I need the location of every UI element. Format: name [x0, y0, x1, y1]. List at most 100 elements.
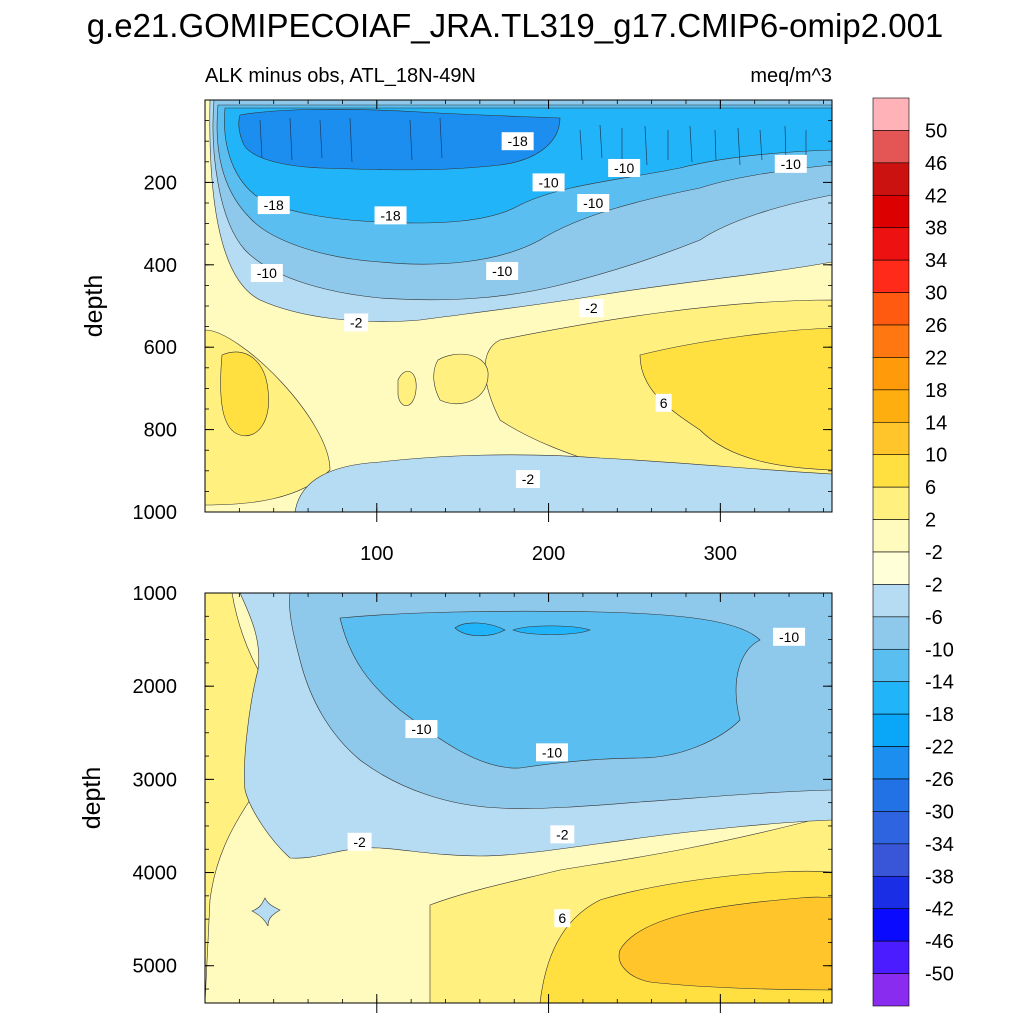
contour-label-text: -18: [508, 133, 528, 149]
contour-label: -10: [250, 264, 283, 283]
contour-label-text: -10: [542, 744, 562, 760]
x-tick-label: 200: [532, 543, 565, 565]
colorbar-label: -50: [925, 964, 954, 986]
subtitle-units: meq/m^3: [750, 65, 832, 87]
contour-label-text: -2: [350, 314, 363, 330]
upper-panel: -18 -18 -18 -10 -10 -10 -10 -10 -10 -2 -2 -2 6 200 40…: [80, 65, 833, 524]
contour-label-text: -2: [353, 834, 366, 850]
colorbar-swatch: [872, 454, 910, 488]
contour-label: -2: [515, 470, 540, 489]
colorbar-swatch: [872, 194, 910, 229]
upper-y-axis-label: depth: [80, 275, 108, 338]
contour-label-text: -2: [585, 300, 598, 316]
contour-label-text: -10: [411, 721, 431, 737]
upper-axis-ticks: 200 400 600 800 1000: [133, 99, 832, 524]
y-tick-label: 200: [144, 172, 177, 194]
subtitle-left: ALK minus obs, ATL_18N-49N: [205, 65, 476, 87]
figure-title: g.e21.GOMIPECOIAF_JRA.TL319_g17.CMIP6-om…: [87, 7, 944, 44]
contour-label: -10: [773, 627, 806, 646]
contour-label: -18: [501, 132, 534, 151]
colorbar-label: 10: [925, 445, 947, 467]
colorbar-swatch: [872, 97, 910, 131]
contour-label: 6: [655, 393, 672, 412]
x-axis-tick-labels: 100 200 300: [360, 543, 737, 565]
contour-label-text: -18: [264, 197, 284, 213]
lower-panel: -10 -10 -10 -2 -2 6 1000 2000 3000 4000 5000 dept…: [78, 583, 833, 1013]
colorbar-label: 46: [925, 153, 947, 175]
y-tick-label: 3000: [133, 769, 178, 791]
y-tick-label: 1000: [133, 583, 178, 605]
colorbar-swatch: [872, 778, 910, 812]
colorbar-swatch: [872, 421, 910, 456]
colorbar: 50 46 42 38 34 30 26 22 18 14 10 6 2 -2 -2 -6 -10 -14 -18 -…: [872, 97, 954, 1007]
colorbar-label: 22: [925, 347, 947, 369]
colorbar-swatch: [872, 681, 910, 715]
colorbar-label: -26: [925, 769, 954, 791]
contour-label-text: -10: [781, 156, 801, 172]
colorbar-swatch: [872, 292, 910, 326]
lower-contour-labels: -10 -10 -10 -2 -2 6: [347, 627, 806, 928]
contour-label: -18: [257, 196, 290, 215]
contour-label-text: -2: [522, 471, 535, 487]
colorbar-swatch: [872, 940, 910, 974]
lower-axis-ticks: 1000 2000 3000 4000 5000: [133, 583, 832, 1013]
lower-contour-field: [205, 593, 832, 1003]
colorbar-label: -2: [925, 574, 943, 596]
contour-label-text: -10: [614, 160, 634, 176]
y-tick-label: 5000: [133, 956, 178, 978]
colorbar-label: -46: [925, 931, 954, 953]
colorbar-swatch: [872, 551, 910, 585]
contour-label-text: -10: [257, 265, 277, 281]
colorbar-swatch: [872, 875, 910, 910]
contour-label-text: -10: [779, 629, 799, 645]
y-tick-label: 600: [144, 337, 177, 359]
contour-label: -10: [535, 743, 568, 762]
colorbar-swatch: [872, 519, 910, 553]
colorbar-label: -38: [925, 866, 954, 888]
colorbar-swatch: [872, 486, 910, 520]
contour-label-text: -10: [492, 263, 512, 279]
contour-label: -10: [405, 720, 438, 739]
colorbar-swatch: [872, 973, 910, 1007]
colorbar-label: -10: [925, 639, 954, 661]
colorbar-swatch: [872, 908, 910, 942]
contour-label: -10: [577, 194, 610, 212]
lower-y-axis-label: depth: [78, 767, 106, 830]
colorbar-swatch: [872, 259, 910, 293]
contour-label: -10: [608, 158, 641, 177]
colorbar-label: -14: [925, 672, 954, 694]
colorbar-label: 42: [925, 185, 947, 207]
colorbar-label: 34: [925, 250, 947, 272]
contour-label-text: -18: [380, 207, 400, 223]
colorbar-swatch: [872, 811, 910, 845]
colorbar-label: -30: [925, 801, 954, 823]
contour-label-text: 6: [558, 910, 566, 926]
contour-label: 6: [554, 909, 571, 928]
contour-label-text: -2: [556, 826, 569, 842]
contour-label: -2: [550, 825, 575, 844]
contour-label: -2: [347, 832, 372, 851]
colorbar-swatch: [872, 162, 910, 196]
contour-label-text: 6: [660, 395, 668, 411]
colorbar-label: -18: [925, 704, 954, 726]
colorbar-swatch: [872, 227, 910, 261]
upper-contour-labels: -18 -18 -18 -10 -10 -10 -10 -10 -10 -2 -2 -2 6: [250, 132, 807, 489]
y-tick-label: 4000: [133, 863, 178, 885]
colorbar-swatch: [872, 713, 910, 747]
y-tick-label: 800: [144, 420, 177, 442]
colorbar-swatch: [872, 389, 910, 423]
contour-label: -2: [344, 313, 369, 332]
x-tick-label: 300: [704, 543, 737, 565]
colorbar-swatch: [872, 843, 910, 877]
colorbar-swatch: [872, 746, 910, 780]
colorbar-label: 14: [925, 412, 947, 434]
y-tick-label: 1000: [133, 502, 178, 524]
colorbar-swatch: [872, 648, 910, 683]
colorbar-label: 18: [925, 380, 947, 402]
lower-plot-frame: [204, 592, 833, 1004]
colorbar-label: -42: [925, 899, 954, 921]
y-tick-label: 2000: [133, 676, 178, 698]
contour-label: -18: [374, 206, 407, 225]
colorbar-label: 2: [925, 510, 936, 532]
